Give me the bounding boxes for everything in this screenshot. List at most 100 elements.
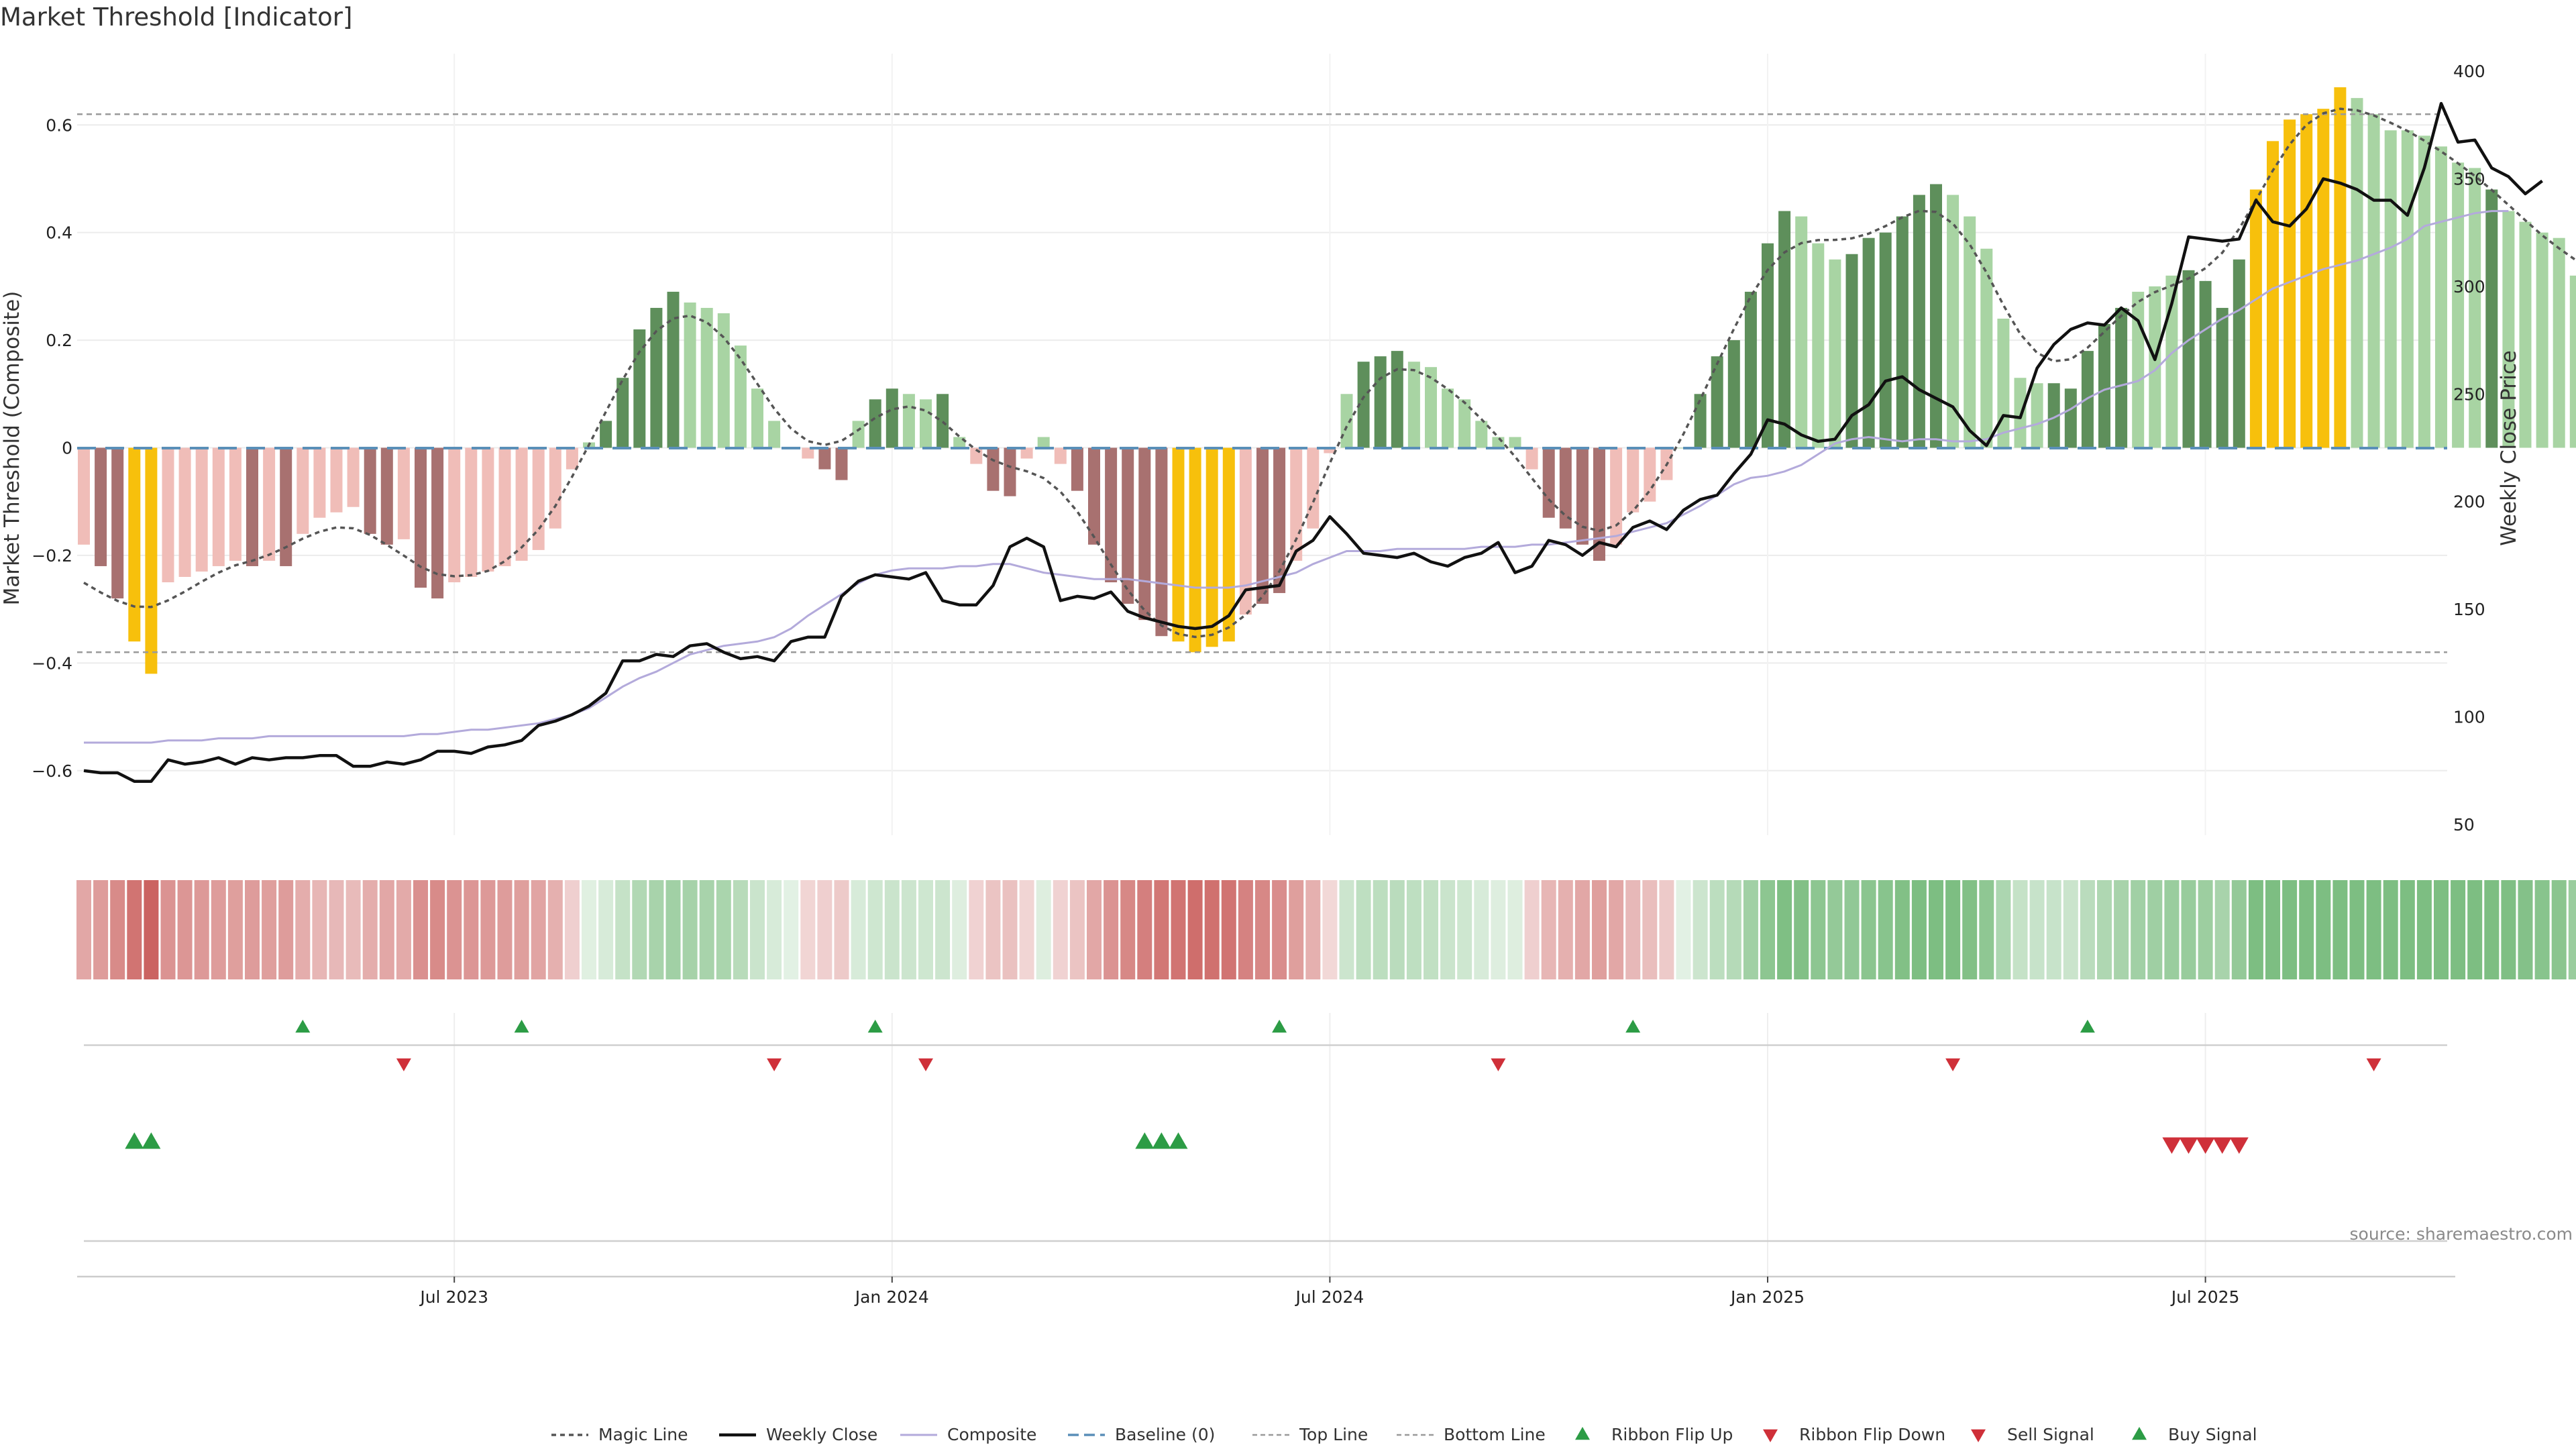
legend-label: Ribbon Flip Down [1799,1425,1945,1444]
composite-bar [1374,356,1387,448]
ribbon-cell [918,880,933,979]
ribbon-cell [144,880,159,979]
legend-item: Sell Signal [1971,1425,2094,1444]
ribbon-cell [1861,880,1876,979]
composite-bar [2199,280,2212,448]
ribbon-cell [1693,880,1708,979]
composite-bar [2233,259,2245,448]
ribbon-cell [2131,880,2146,979]
composite-bar [195,447,208,572]
ribbon-cell [817,880,833,979]
ribbon-cell [1104,880,1119,979]
ribbon-cell [1187,880,1203,979]
composite-bar [128,447,141,642]
ribbon-flip-up-marker [1272,1020,1287,1033]
ribbon-flip-down-marker [1491,1058,1506,1071]
ribbon-flip-down-marker [918,1058,933,1071]
x-tick-label: Jul 2023 [419,1287,488,1307]
composite-bar [212,447,225,566]
ribbon-cell [2164,880,2180,979]
ribbon-cell [2332,880,2348,979]
composite-bar [1980,248,1993,448]
composite-bar [1509,437,1521,448]
composite-bar [1155,447,1168,637]
legend-label: Bottom Line [1444,1425,1546,1444]
ribbon-cell [1592,880,1607,979]
ribbon-cell [2299,880,2314,979]
ribbon-cell [1962,880,1978,979]
ribbon-cell [1154,880,1169,979]
ribbon-cell [1726,880,1741,979]
legend-label: Buy Signal [2168,1425,2257,1444]
composite-bar [1290,447,1303,561]
ribbon-cell [767,880,782,979]
sell-signal-marker [2229,1137,2249,1154]
ribbon-cell [1911,880,1927,979]
composite-bar [1964,216,1976,448]
composite-bar [263,447,276,561]
ribbon-cell [1339,880,1354,979]
legend-label: Top Line [1299,1425,1368,1444]
ribbon-cell [379,880,394,979]
sell-signal-marker [2179,1137,2198,1154]
ribbon-cell [598,880,614,979]
x-tick-label: Jan 2024 [854,1287,929,1307]
buy-signal-marker [1135,1132,1155,1149]
ribbon-cell [2265,880,2280,979]
composite-bar [280,447,292,566]
ribbon-cell [2467,880,2483,979]
ribbon-cell [362,880,378,979]
composite-bar [1054,447,1067,464]
ribbon-cell [1541,880,1556,979]
composite-bar [2384,130,2397,448]
composite-bar [2132,291,2145,448]
magic-line [83,107,2576,639]
ribbon-flip-down-marker [767,1058,782,1071]
legend-swatch [2132,1427,2147,1440]
composite-bar [364,447,376,534]
ribbon-cell [1120,880,1136,979]
composite-bar [1930,184,1942,448]
composite-bar [1492,437,1505,448]
sell-signal-marker [2212,1137,2232,1154]
ribbon-flip-down-marker [2366,1058,2381,1071]
composite-bar [768,421,781,448]
ribbon-cell [2012,880,2028,979]
ribbon-cell [1827,880,1843,979]
legend-swatch [1575,1427,1590,1440]
ribbon-cell [2568,880,2576,979]
legend-item: Magic Line [551,1425,688,1444]
x-tick-label: Jul 2025 [2170,1287,2240,1307]
ribbon-cell [531,880,546,979]
composite-bar [1845,254,1858,448]
composite-bar [1256,447,1269,604]
composite-bar [178,447,191,577]
composite-bar [2115,307,2128,448]
legend-label: Magic Line [598,1425,688,1444]
ribbon-cell [784,880,799,979]
ribbon-cell [1053,880,1068,979]
ribbon-cell [985,880,1001,979]
ribbon-cell [93,880,109,979]
ribbon-cell [1894,880,1910,979]
ribbon-cell [547,880,563,979]
composite-bar [1559,447,1572,529]
composite-bar [936,394,949,448]
ribbon-cell [2534,880,2550,979]
ribbon-cell [329,880,344,979]
y-tick-label: 0.4 [46,223,72,243]
ribbon-cell [514,880,529,979]
legend-item: Composite [900,1425,1036,1444]
ribbon-cell [1844,880,1860,979]
ribbon-cell [1558,880,1573,979]
ribbon-cell [1069,880,1085,979]
ribbon-cell [632,880,647,979]
ribbon-cell [1929,880,1943,979]
y-axis-left-label: Market Threshold (Composite) [0,291,24,606]
ribbon-cell [1036,880,1051,979]
composite-bar [246,447,258,566]
composite-bar [987,447,1000,491]
ribbon-cell [582,880,596,979]
ribbon-cell [177,880,193,979]
composite-bar [2098,324,2110,448]
